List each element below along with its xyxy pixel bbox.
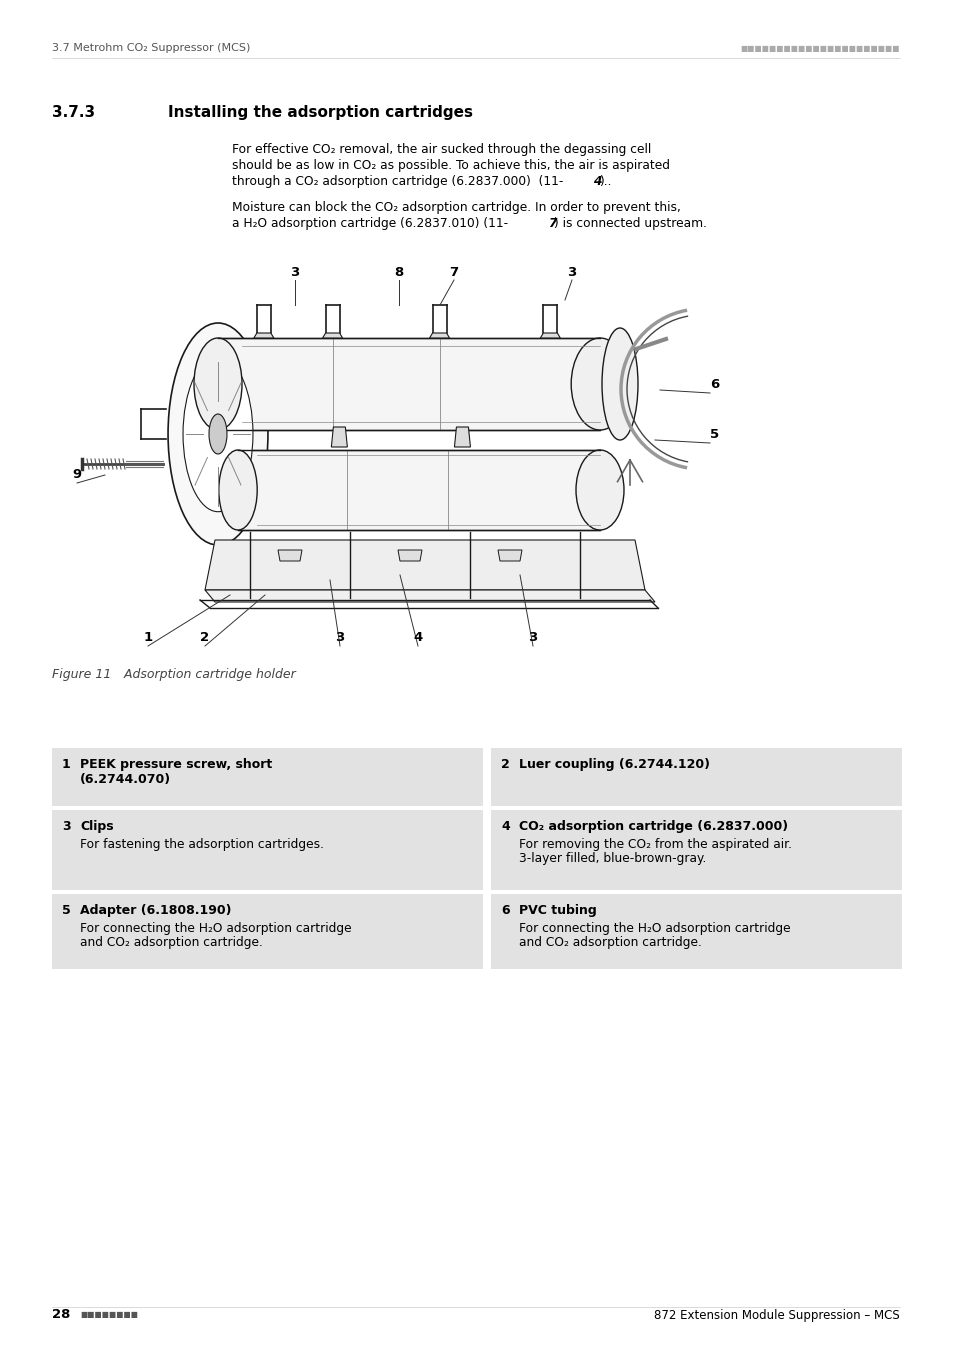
Text: 5: 5: [710, 428, 719, 441]
Polygon shape: [237, 450, 599, 531]
Text: 3.7 Metrohm CO₂ Suppressor (MCS): 3.7 Metrohm CO₂ Suppressor (MCS): [52, 43, 250, 53]
Text: ■■■■■■■■■■■■■■■■■■■■■■: ■■■■■■■■■■■■■■■■■■■■■■: [740, 43, 899, 53]
Polygon shape: [322, 333, 342, 338]
Bar: [491, 894, 901, 969]
Text: 872 Extension Module Suppression – MCS: 872 Extension Module Suppression – MCS: [654, 1308, 899, 1322]
Ellipse shape: [576, 450, 623, 531]
Ellipse shape: [218, 450, 257, 531]
Polygon shape: [497, 549, 521, 562]
Text: )..: )..: [598, 176, 611, 188]
Text: 6: 6: [710, 378, 719, 392]
Ellipse shape: [601, 328, 638, 440]
Text: through a CO₂ adsorption cartridge (6.2837.000)  (11-: through a CO₂ adsorption cartridge (6.28…: [232, 176, 563, 188]
Text: For connecting the H₂O adsorption cartridge: For connecting the H₂O adsorption cartri…: [80, 922, 352, 936]
Text: Luer coupling (6.2744.120): Luer coupling (6.2744.120): [518, 757, 709, 771]
Text: 9: 9: [72, 468, 81, 482]
Text: and CO₂ adsorption cartridge.: and CO₂ adsorption cartridge.: [518, 936, 701, 949]
Text: For removing the CO₂ from the aspirated air.: For removing the CO₂ from the aspirated …: [518, 838, 791, 850]
Text: PEEK pressure screw, short: PEEK pressure screw, short: [80, 757, 272, 771]
Text: 4: 4: [593, 176, 601, 188]
Text: 6: 6: [500, 904, 509, 917]
Text: 3: 3: [567, 266, 576, 278]
Polygon shape: [205, 540, 644, 590]
Ellipse shape: [209, 414, 227, 454]
Polygon shape: [277, 549, 302, 562]
Text: 3-layer filled, blue-brown-gray.: 3-layer filled, blue-brown-gray.: [518, 852, 705, 865]
Text: 8: 8: [394, 266, 403, 278]
Text: 2: 2: [500, 757, 509, 771]
Bar: [491, 748, 901, 806]
Text: 7: 7: [449, 266, 458, 278]
Text: 1: 1: [62, 757, 71, 771]
Ellipse shape: [193, 338, 242, 431]
Text: 5: 5: [62, 904, 71, 917]
Text: For connecting the H₂O adsorption cartridge: For connecting the H₂O adsorption cartri…: [518, 922, 790, 936]
Text: Clips: Clips: [80, 819, 113, 833]
Ellipse shape: [571, 338, 628, 431]
Text: 3.7.3: 3.7.3: [52, 105, 95, 120]
Text: 3: 3: [290, 266, 299, 278]
Text: 3: 3: [528, 632, 537, 644]
Text: Adsorption cartridge holder: Adsorption cartridge holder: [112, 668, 295, 680]
Text: 1: 1: [143, 632, 152, 644]
Text: 3: 3: [62, 819, 71, 833]
Text: For fastening the adsorption cartridges.: For fastening the adsorption cartridges.: [80, 838, 324, 850]
Text: 4: 4: [500, 819, 509, 833]
Text: CO₂ adsorption cartridge (6.2837.000): CO₂ adsorption cartridge (6.2837.000): [518, 819, 787, 833]
Polygon shape: [205, 590, 655, 602]
Polygon shape: [253, 333, 274, 338]
Text: a H₂O adsorption cartridge (6.2837.010) (11-: a H₂O adsorption cartridge (6.2837.010) …: [232, 217, 508, 230]
Text: 3: 3: [335, 632, 344, 644]
Ellipse shape: [183, 356, 253, 512]
Bar: [52, 894, 482, 969]
Polygon shape: [331, 427, 347, 447]
Text: 28: 28: [52, 1308, 71, 1322]
Text: (6.2744.070): (6.2744.070): [80, 774, 171, 786]
Polygon shape: [429, 333, 449, 338]
Text: Installing the adsorption cartridges: Installing the adsorption cartridges: [168, 105, 473, 120]
Text: ) is connected upstream.: ) is connected upstream.: [554, 217, 706, 230]
Text: Moisture can block the CO₂ adsorption cartridge. In order to prevent this,: Moisture can block the CO₂ adsorption ca…: [232, 201, 680, 215]
Polygon shape: [454, 427, 470, 447]
Text: 2: 2: [200, 632, 210, 644]
Ellipse shape: [168, 323, 268, 545]
Text: PVC tubing: PVC tubing: [518, 904, 597, 917]
Text: Adapter (6.1808.190): Adapter (6.1808.190): [80, 904, 232, 917]
Text: and CO₂ adsorption cartridge.: and CO₂ adsorption cartridge.: [80, 936, 263, 949]
Text: ■■■■■■■■: ■■■■■■■■: [80, 1311, 138, 1319]
Bar: [52, 810, 482, 890]
Text: 7: 7: [547, 217, 556, 230]
Text: should be as low in CO₂ as possible. To achieve this, the air is aspirated: should be as low in CO₂ as possible. To …: [232, 159, 669, 171]
Polygon shape: [397, 549, 421, 562]
Bar: [491, 810, 901, 890]
Polygon shape: [218, 338, 599, 431]
Polygon shape: [539, 333, 559, 338]
Text: For effective CO₂ removal, the air sucked through the degassing cell: For effective CO₂ removal, the air sucke…: [232, 143, 651, 157]
Text: 4: 4: [413, 632, 422, 644]
Text: Figure 11: Figure 11: [52, 668, 112, 680]
Bar: [52, 748, 482, 806]
